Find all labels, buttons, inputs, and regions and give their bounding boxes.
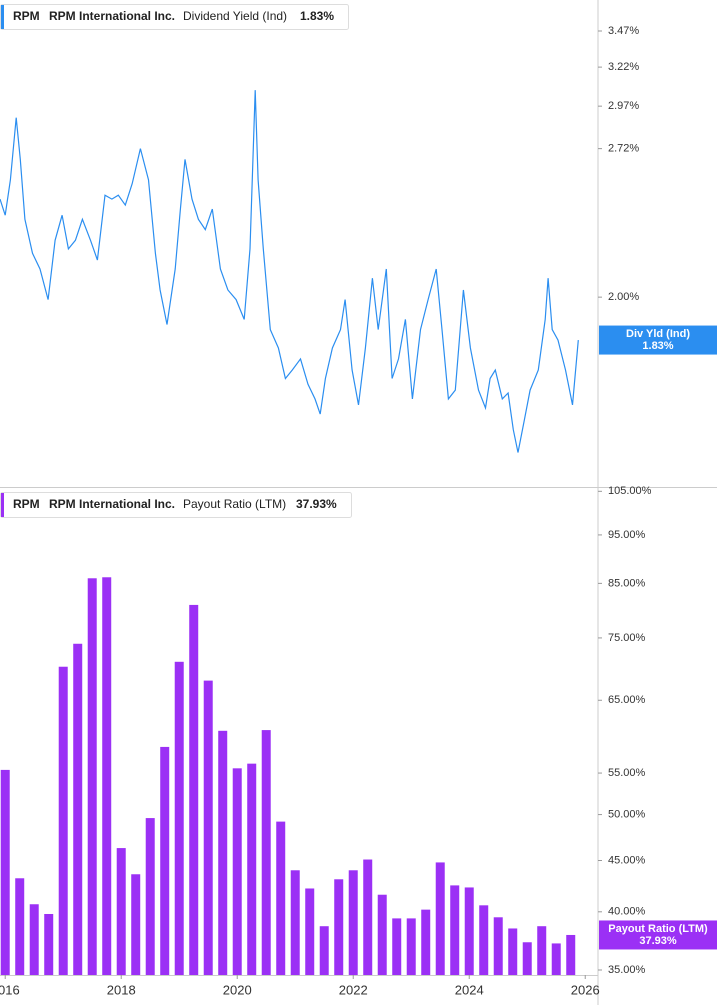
- legend: RPM RPM International Inc. Payout Ratio (L…: [0, 492, 352, 518]
- x-tick-label: 2018: [107, 982, 136, 997]
- bar: [290, 870, 300, 975]
- bar: [334, 879, 344, 975]
- legend-company: RPM International Inc.: [49, 497, 175, 511]
- value-badge: [599, 325, 717, 355]
- y-tick-label: 75.00%: [608, 632, 646, 644]
- bar: [102, 577, 112, 975]
- badge-label: Payout Ratio (LTM): [608, 923, 708, 935]
- y-tick-label: 105.00%: [608, 485, 652, 497]
- bar: [348, 870, 358, 975]
- badge-value: 37.93%: [639, 935, 677, 947]
- badge-label: Div Yld (Ind): [626, 328, 690, 340]
- bar: [406, 918, 416, 975]
- y-tick-label: 40.00%: [608, 906, 646, 918]
- legend-name: Dividend Yield (Ind): [183, 9, 287, 23]
- y-tick-label: 2.72%: [608, 143, 639, 155]
- bar: [305, 888, 315, 975]
- bar: [218, 730, 228, 975]
- y-tick-label: 2.00%: [608, 291, 639, 303]
- line: [0, 90, 579, 453]
- bar: [479, 905, 489, 975]
- y-tick-label: 45.00%: [608, 854, 646, 866]
- bar: [421, 909, 431, 975]
- bar: [522, 942, 532, 975]
- y-tick-label: 3.47%: [608, 25, 639, 37]
- bar: [131, 874, 141, 975]
- bar: [174, 661, 184, 975]
- bar: [493, 917, 503, 975]
- y-tick-label: 35.00%: [608, 964, 646, 976]
- bar: [435, 862, 445, 975]
- bar: [232, 768, 242, 975]
- y-tick-label: 55.00%: [608, 767, 646, 779]
- bar: [29, 904, 39, 975]
- y-tick-label: 2.97%: [608, 100, 639, 112]
- x-tick-label: 2016: [0, 982, 20, 997]
- y-tick-label: 3.22%: [608, 61, 639, 73]
- bar: [363, 859, 373, 975]
- bar: [145, 818, 155, 975]
- bar: [58, 666, 68, 975]
- legend-swatch: [1, 493, 4, 517]
- legend-value: 1.83%: [300, 9, 334, 23]
- bar: [189, 604, 199, 975]
- legend-company: RPM International Inc.: [49, 9, 175, 23]
- bar: [44, 913, 54, 975]
- bar: [464, 887, 474, 975]
- bar: [551, 943, 561, 975]
- bar: [73, 643, 83, 975]
- legend-value: 37.93%: [296, 497, 337, 511]
- bar: [247, 763, 257, 975]
- bar: [377, 894, 387, 975]
- bar: [276, 821, 286, 975]
- bar: [566, 934, 576, 975]
- y-tick-label: 85.00%: [608, 577, 646, 589]
- legend-ticker: RPM: [13, 497, 40, 511]
- legend: RPM RPM International Inc. Dividend Yield …: [0, 4, 349, 30]
- x-tick-label: 2020: [223, 982, 252, 997]
- bar: [319, 926, 329, 975]
- bar: [450, 885, 460, 975]
- legend-box: [0, 4, 349, 30]
- bar: [392, 918, 402, 975]
- bar: [116, 848, 126, 975]
- bar: [160, 746, 170, 975]
- bar: [537, 926, 547, 975]
- bar: [508, 928, 518, 975]
- y-tick-label: 50.00%: [608, 808, 646, 820]
- bar: [261, 730, 271, 975]
- legend-box: [0, 492, 352, 518]
- x-tick-label: 2024: [455, 982, 484, 997]
- legend-ticker: RPM: [13, 9, 40, 23]
- badge-value: 1.83%: [642, 340, 673, 352]
- y-tick-label: 65.00%: [608, 694, 646, 706]
- legend-swatch: [1, 5, 4, 29]
- x-tick-label: 2022: [339, 982, 368, 997]
- bar: [0, 769, 10, 975]
- legend-name: Payout Ratio (LTM): [183, 497, 286, 511]
- bar: [15, 878, 25, 975]
- bar: [203, 680, 213, 975]
- bar: [87, 578, 97, 975]
- y-tick-label: 95.00%: [608, 529, 646, 541]
- x-tick-label: 2026: [571, 982, 600, 997]
- value-badge: [599, 920, 717, 950]
